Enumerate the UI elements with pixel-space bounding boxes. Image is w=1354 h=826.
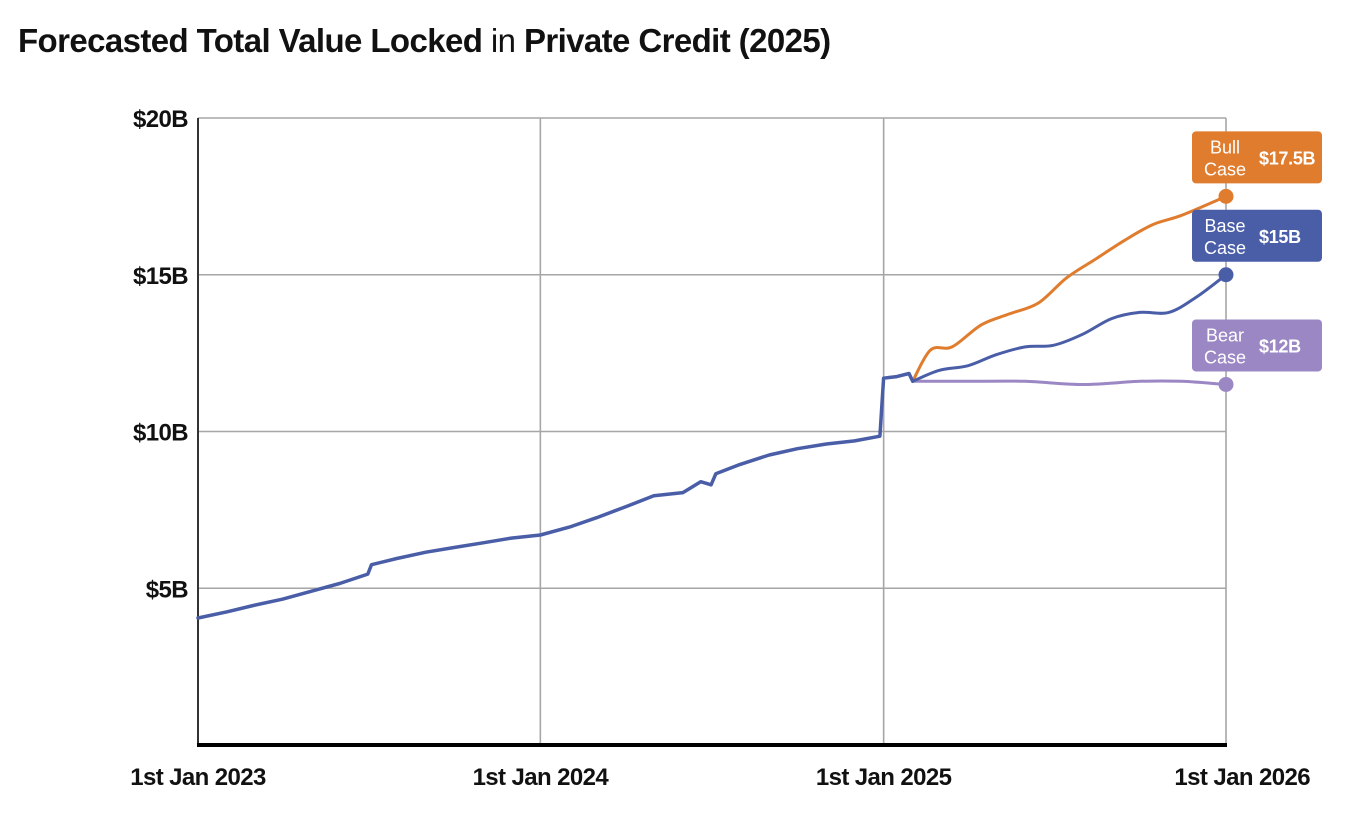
x-tick-labels: 1st Jan 2023 1st Jan 2024 1st Jan 2025 1st … bbox=[130, 764, 1311, 791]
bull-series-line bbox=[911, 194, 1228, 383]
bear-label-line1: Bear bbox=[1206, 325, 1244, 345]
x-tick-label: 1st Jan 2025 bbox=[816, 764, 952, 791]
bear-series-line bbox=[911, 379, 1228, 386]
bear-label-box bbox=[1192, 319, 1322, 372]
bull-label-box bbox=[1192, 131, 1322, 184]
bull-end-point bbox=[1218, 188, 1234, 204]
y-tick-label: $20B bbox=[133, 106, 188, 133]
series-lines bbox=[196, 194, 1228, 620]
bear-label-value: $12B bbox=[1259, 336, 1301, 356]
x-tick-label: 1st Jan 2026 bbox=[1174, 764, 1310, 791]
title-part-2: in bbox=[482, 22, 524, 59]
y-tick-labels: $20B $15B $10B $5B bbox=[133, 106, 189, 603]
bear-end-point bbox=[1218, 376, 1234, 392]
base-label-value: $15B bbox=[1259, 227, 1301, 247]
base-label-box bbox=[1192, 209, 1322, 262]
title-part-1: Forecasted Total Value Locked bbox=[18, 22, 483, 59]
chart-title: Forecasted Total Value Locked in Private… bbox=[18, 22, 831, 60]
base-end-point bbox=[1218, 267, 1234, 283]
title-part-3: Private Credit (2025) bbox=[523, 22, 831, 59]
axes bbox=[197, 118, 1227, 747]
end-markers bbox=[1218, 188, 1234, 392]
base-label-line2: Case bbox=[1204, 238, 1246, 258]
historical-series-line bbox=[196, 371, 915, 620]
y-tick-label: $10B bbox=[133, 420, 188, 447]
x-tick-label: 1st Jan 2024 bbox=[473, 764, 610, 791]
y-tick-label: $15B bbox=[133, 263, 188, 290]
bear-label-line2: Case bbox=[1204, 347, 1246, 367]
x-tick-label: 1st Jan 2023 bbox=[130, 764, 266, 791]
bull-label-line1: Bull bbox=[1210, 137, 1240, 157]
bull-label-line2: Case bbox=[1204, 159, 1246, 179]
base-series-line bbox=[911, 273, 1228, 383]
grid-lines bbox=[197, 117, 1227, 745]
bull-label-value: $17.5B bbox=[1259, 148, 1316, 168]
y-tick-label: $5B bbox=[146, 576, 188, 603]
base-label-line1: Base bbox=[1204, 216, 1245, 236]
